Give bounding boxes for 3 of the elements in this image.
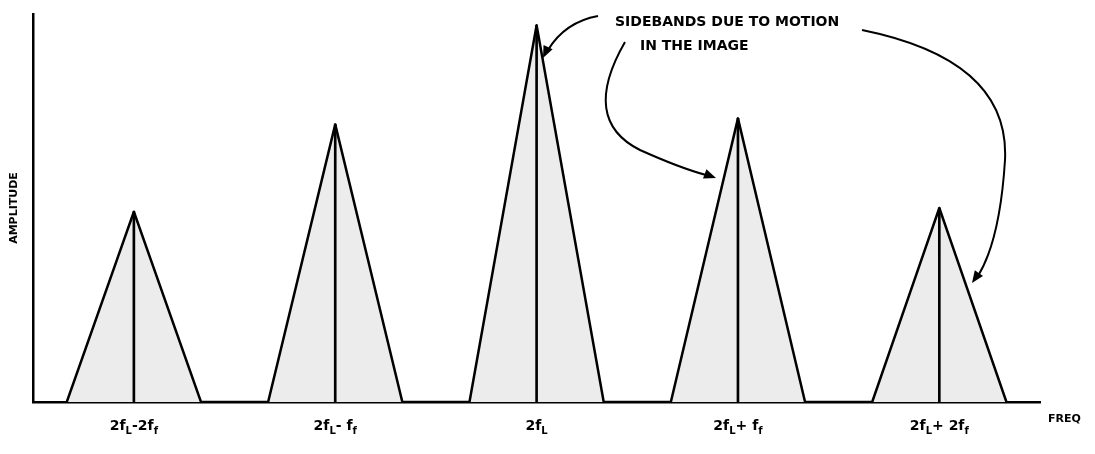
x-axis-title: FREQ: [1048, 412, 1081, 425]
y-axis-title: AMPLITUDE: [7, 172, 21, 244]
annotation: SIDEBANDS DUE TO MOTION IN THE IMAGE: [615, 13, 840, 53]
